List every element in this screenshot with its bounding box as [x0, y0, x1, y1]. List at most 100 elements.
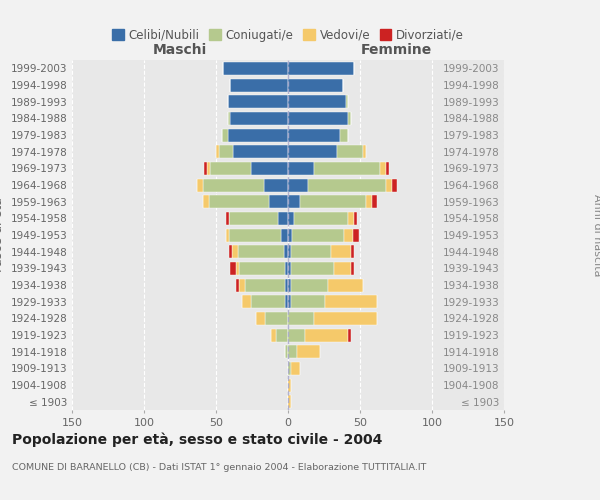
Bar	[227, 95, 288, 108]
Bar	[209, 195, 269, 208]
Bar	[288, 228, 292, 241]
Bar	[251, 295, 285, 308]
Bar	[288, 345, 296, 358]
Bar	[392, 178, 397, 192]
Bar	[294, 212, 349, 225]
Text: Maschi: Maschi	[153, 42, 207, 56]
Bar	[210, 162, 251, 175]
Bar	[346, 95, 349, 108]
Bar	[314, 312, 377, 325]
Bar	[366, 195, 371, 208]
Bar	[288, 78, 343, 92]
Bar	[296, 345, 320, 358]
Text: COMUNE DI BARANELLO (CB) - Dati ISTAT 1° gennaio 2004 - Elaborazione TUTTITALIA.: COMUNE DI BARANELLO (CB) - Dati ISTAT 1°…	[12, 462, 427, 471]
Bar	[208, 162, 210, 175]
Bar	[285, 278, 288, 291]
Bar	[278, 212, 288, 225]
Bar	[245, 278, 285, 291]
Bar	[230, 78, 288, 92]
Bar	[299, 195, 366, 208]
Bar	[291, 278, 328, 291]
Bar	[288, 262, 291, 275]
Bar	[284, 245, 288, 258]
Bar	[197, 178, 203, 192]
Bar	[229, 228, 281, 241]
Bar	[352, 245, 354, 258]
Bar	[328, 278, 363, 291]
Bar	[288, 95, 346, 108]
Bar	[239, 278, 245, 291]
Bar	[352, 262, 354, 275]
Bar	[216, 145, 219, 158]
Bar	[233, 145, 288, 158]
Bar	[232, 245, 238, 258]
Bar	[205, 162, 208, 175]
Bar	[230, 112, 288, 125]
Bar	[229, 245, 232, 258]
Bar	[263, 178, 288, 192]
Bar	[222, 128, 227, 141]
Bar	[271, 328, 277, 342]
Bar	[354, 212, 357, 225]
Bar	[288, 362, 291, 375]
Bar	[331, 245, 352, 258]
Bar	[288, 395, 291, 408]
Bar	[288, 178, 308, 192]
Bar	[288, 312, 314, 325]
Bar	[288, 295, 291, 308]
Bar	[288, 378, 291, 392]
Bar	[288, 145, 337, 158]
Bar	[288, 212, 294, 225]
Bar	[239, 262, 285, 275]
Bar	[288, 195, 299, 208]
Bar	[288, 278, 291, 291]
Bar	[242, 295, 251, 308]
Bar	[386, 178, 392, 192]
Text: Popolazione per età, sesso e stato civile - 2004: Popolazione per età, sesso e stato civil…	[12, 432, 382, 447]
Bar	[219, 145, 233, 158]
Bar	[285, 345, 288, 358]
Text: Femmine: Femmine	[361, 42, 431, 56]
Text: Anni di nascita: Anni di nascita	[592, 194, 600, 276]
Bar	[227, 128, 288, 141]
Bar	[291, 245, 331, 258]
Bar	[340, 128, 349, 141]
Bar	[292, 228, 344, 241]
Bar	[236, 278, 239, 291]
Bar	[291, 262, 334, 275]
Bar	[236, 262, 239, 275]
Bar	[226, 228, 229, 241]
Bar	[291, 295, 325, 308]
Bar	[363, 145, 366, 158]
Bar	[325, 295, 377, 308]
Bar	[238, 245, 284, 258]
Bar	[305, 328, 349, 342]
Y-axis label: Fasce di età: Fasce di età	[0, 198, 5, 272]
Bar	[230, 262, 236, 275]
Bar	[353, 228, 359, 241]
Bar	[349, 212, 354, 225]
Bar	[380, 162, 386, 175]
Bar	[344, 228, 353, 241]
Bar	[203, 178, 263, 192]
Bar	[314, 162, 380, 175]
Bar	[223, 62, 288, 75]
Bar	[203, 195, 209, 208]
Bar	[227, 112, 230, 125]
Bar	[308, 178, 386, 192]
Bar	[386, 162, 389, 175]
Bar	[288, 112, 349, 125]
Bar	[251, 162, 288, 175]
Bar	[288, 162, 314, 175]
Bar	[349, 328, 352, 342]
Bar	[229, 212, 278, 225]
Bar	[285, 295, 288, 308]
Bar	[288, 328, 305, 342]
Bar	[288, 245, 291, 258]
Bar	[285, 262, 288, 275]
Bar	[265, 312, 288, 325]
Bar	[337, 145, 363, 158]
Legend: Celibi/Nubili, Coniugati/e, Vedovi/e, Divorziati/e: Celibi/Nubili, Coniugati/e, Vedovi/e, Di…	[107, 24, 469, 46]
Bar	[277, 328, 288, 342]
Bar	[281, 228, 288, 241]
